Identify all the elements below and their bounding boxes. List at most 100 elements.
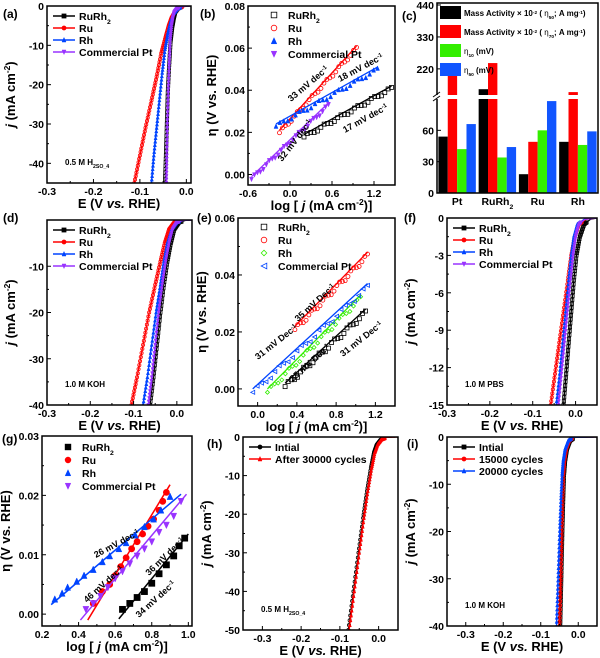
data-point — [354, 574, 359, 579]
data-point — [549, 395, 554, 400]
data-point — [155, 114, 160, 120]
data-point — [567, 290, 572, 295]
data-point — [158, 87, 163, 92]
data-point — [61, 13, 67, 19]
data-point — [166, 492, 174, 500]
data-point — [560, 360, 565, 365]
data-point — [359, 532, 364, 538]
data-point — [149, 375, 154, 380]
data-point — [351, 593, 356, 599]
legend-label: RuRh2 — [278, 222, 310, 237]
data-point — [574, 253, 579, 258]
data-point — [141, 398, 146, 404]
data-point — [162, 489, 170, 496]
data-point — [159, 254, 164, 259]
legend-item: Rh — [64, 468, 96, 480]
data-point — [557, 611, 562, 616]
plot-frame — [46, 5, 192, 184]
data-point — [153, 343, 158, 348]
data-point — [320, 96, 326, 103]
y-tick-label: 60 — [422, 125, 434, 137]
data-point — [151, 330, 156, 335]
data-point — [556, 399, 561, 404]
data-point — [51, 595, 59, 603]
data-point — [359, 259, 365, 265]
data-point — [292, 327, 298, 333]
data-point — [297, 358, 303, 365]
data-point — [350, 598, 355, 603]
data-point — [561, 399, 566, 404]
data-point — [461, 237, 467, 243]
data-point — [577, 239, 582, 244]
data-point — [142, 391, 147, 397]
y-tick-label: -10 — [29, 261, 44, 273]
data-point — [367, 71, 373, 77]
data-point — [154, 334, 159, 340]
data-point — [356, 554, 361, 560]
bar — [457, 149, 467, 193]
data-point — [82, 606, 90, 614]
data-point — [148, 579, 156, 587]
y-tick-label: -40 — [29, 158, 44, 170]
data-point — [576, 241, 581, 246]
data-point — [566, 301, 571, 307]
data-point — [305, 123, 311, 130]
y-axis-label: j (mA cm-2) — [402, 498, 418, 566]
data-point — [133, 594, 141, 601]
data-point — [570, 293, 575, 298]
axis-break-mark — [432, 91, 441, 98]
data-point — [273, 123, 279, 129]
panel-label: (e) — [197, 211, 212, 225]
data-point — [367, 476, 372, 482]
data-point — [64, 456, 72, 464]
data-point — [559, 483, 564, 489]
data-point — [151, 363, 156, 368]
data-point — [150, 338, 155, 343]
data-point — [331, 288, 337, 294]
data-point — [351, 298, 357, 305]
data-point — [341, 331, 347, 336]
fit-line — [251, 102, 329, 178]
x-tick-label: 0.0 — [179, 186, 194, 198]
data-point — [160, 250, 165, 255]
data-point — [152, 351, 157, 356]
bar-group: Rh — [559, 92, 597, 208]
data-point — [151, 325, 156, 331]
x-tick-label: -0.2 — [481, 408, 499, 420]
series-commercial-pt — [79, 493, 188, 621]
data-point — [562, 344, 567, 350]
data-point — [156, 310, 161, 316]
data-point — [555, 352, 560, 357]
data-point — [151, 355, 156, 360]
data-point — [148, 385, 153, 391]
data-point — [156, 111, 160, 117]
slope-annotation: 31 mV Dec-1 — [253, 322, 300, 362]
data-point — [150, 515, 157, 523]
data-point — [559, 477, 564, 483]
legend-label: RuRh2 — [79, 11, 111, 26]
x-tick-label: 0.2 — [35, 629, 50, 641]
x-tick-label: -0.2 — [494, 629, 512, 641]
data-point — [289, 116, 295, 122]
x-tick-label: -0.1 — [532, 629, 550, 641]
bar — [587, 131, 597, 193]
data-point — [257, 444, 263, 450]
x-axis-label: E (V vs. RHE) — [481, 418, 563, 433]
data-point — [577, 237, 582, 242]
data-point — [331, 119, 337, 124]
data-point — [170, 512, 178, 521]
data-point — [359, 75, 365, 82]
data-point — [153, 138, 158, 144]
data-point — [272, 155, 278, 161]
data-point — [557, 395, 562, 400]
data-point — [562, 395, 567, 400]
panel-c: Pt RuRh2 Ru Rh (c) 0 30 60 220 330 440 Mass Activit… — [402, 0, 599, 211]
data-point — [345, 111, 351, 117]
series-commercial-pt — [556, 218, 597, 405]
data-point — [61, 239, 67, 245]
data-point — [151, 159, 156, 165]
data-point — [565, 356, 570, 361]
data-point — [150, 166, 155, 172]
x-axis-label: E (V vs. RHE) — [78, 418, 160, 433]
bar — [488, 63, 498, 194]
